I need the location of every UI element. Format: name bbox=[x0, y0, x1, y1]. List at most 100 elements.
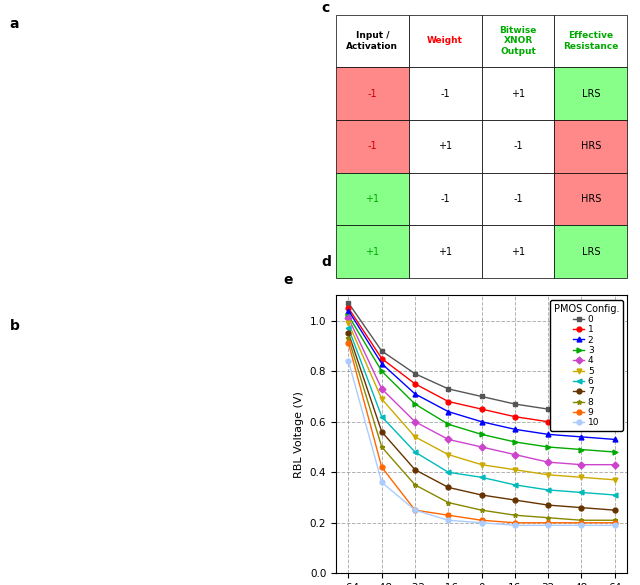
0 bbox=[545, 405, 552, 412]
10 bbox=[511, 522, 518, 529]
1 bbox=[545, 418, 552, 425]
6 bbox=[578, 489, 586, 496]
8 bbox=[345, 335, 353, 342]
0 bbox=[611, 411, 619, 418]
5 bbox=[545, 472, 552, 479]
0 bbox=[477, 393, 486, 400]
6 bbox=[511, 481, 518, 488]
3 bbox=[545, 443, 552, 450]
8 bbox=[477, 507, 486, 514]
3 bbox=[477, 431, 486, 438]
7 bbox=[511, 497, 518, 504]
6 bbox=[345, 325, 353, 332]
Text: d: d bbox=[321, 255, 332, 269]
0 bbox=[511, 401, 518, 408]
Line: 10: 10 bbox=[346, 359, 617, 528]
2 bbox=[611, 436, 619, 443]
3 bbox=[345, 312, 353, 319]
8 bbox=[611, 517, 619, 524]
9 bbox=[511, 519, 518, 526]
2 bbox=[445, 408, 452, 415]
2 bbox=[511, 426, 518, 433]
8 bbox=[545, 514, 552, 521]
0 bbox=[578, 408, 586, 415]
Line: 4: 4 bbox=[346, 316, 617, 467]
4 bbox=[545, 459, 552, 466]
5 bbox=[611, 476, 619, 483]
6 bbox=[378, 413, 385, 420]
7 bbox=[611, 507, 619, 514]
7 bbox=[345, 330, 353, 337]
10 bbox=[477, 519, 486, 526]
0 bbox=[345, 300, 353, 307]
7 bbox=[378, 428, 385, 435]
5 bbox=[378, 395, 385, 402]
9 bbox=[445, 512, 452, 519]
Line: 5: 5 bbox=[346, 321, 617, 482]
Line: 7: 7 bbox=[346, 331, 617, 512]
2 bbox=[578, 433, 586, 441]
4 bbox=[378, 386, 385, 393]
1 bbox=[445, 398, 452, 405]
1 bbox=[378, 355, 385, 362]
4 bbox=[345, 315, 353, 322]
Text: e: e bbox=[284, 273, 293, 287]
5 bbox=[445, 451, 452, 458]
9 bbox=[378, 464, 385, 471]
1 bbox=[345, 305, 353, 312]
2 bbox=[477, 418, 486, 425]
9 bbox=[477, 517, 486, 524]
8 bbox=[378, 443, 385, 450]
10 bbox=[611, 522, 619, 529]
4 bbox=[412, 418, 419, 425]
Line: 3: 3 bbox=[346, 313, 617, 455]
4 bbox=[578, 461, 586, 468]
3 bbox=[578, 446, 586, 453]
7 bbox=[445, 484, 452, 491]
4 bbox=[477, 443, 486, 450]
6 bbox=[477, 474, 486, 481]
3 bbox=[378, 368, 385, 375]
7 bbox=[477, 491, 486, 498]
3 bbox=[611, 449, 619, 456]
9 bbox=[412, 507, 419, 514]
9 bbox=[345, 340, 353, 347]
Text: b: b bbox=[10, 318, 19, 332]
9 bbox=[578, 519, 586, 526]
8 bbox=[511, 512, 518, 519]
7 bbox=[545, 501, 552, 508]
10 bbox=[378, 479, 385, 486]
3 bbox=[412, 401, 419, 408]
9 bbox=[545, 519, 552, 526]
10 bbox=[545, 522, 552, 529]
Text: a: a bbox=[10, 18, 19, 32]
2 bbox=[345, 307, 353, 314]
6 bbox=[545, 487, 552, 494]
8 bbox=[412, 481, 419, 488]
Line: 6: 6 bbox=[346, 326, 617, 497]
Line: 8: 8 bbox=[346, 336, 617, 522]
9 bbox=[611, 519, 619, 526]
Line: 0: 0 bbox=[346, 301, 617, 417]
3 bbox=[445, 421, 452, 428]
5 bbox=[477, 461, 486, 468]
5 bbox=[511, 466, 518, 473]
1 bbox=[412, 380, 419, 387]
10 bbox=[412, 507, 419, 514]
6 bbox=[412, 449, 419, 456]
Legend: 0, 1, 2, 3, 4, 5, 6, 7, 8, 9, 10: 0, 1, 2, 3, 4, 5, 6, 7, 8, 9, 10 bbox=[550, 300, 623, 431]
5 bbox=[345, 319, 353, 326]
2 bbox=[412, 390, 419, 397]
Line: 9: 9 bbox=[346, 341, 617, 525]
Line: 1: 1 bbox=[346, 305, 617, 426]
6 bbox=[611, 491, 619, 498]
Y-axis label: RBL Voltage (V): RBL Voltage (V) bbox=[294, 391, 304, 478]
1 bbox=[477, 405, 486, 412]
10 bbox=[345, 357, 353, 364]
10 bbox=[578, 522, 586, 529]
8 bbox=[445, 499, 452, 506]
4 bbox=[445, 436, 452, 443]
Line: 2: 2 bbox=[346, 308, 617, 442]
Text: c: c bbox=[321, 1, 330, 15]
0 bbox=[378, 347, 385, 355]
